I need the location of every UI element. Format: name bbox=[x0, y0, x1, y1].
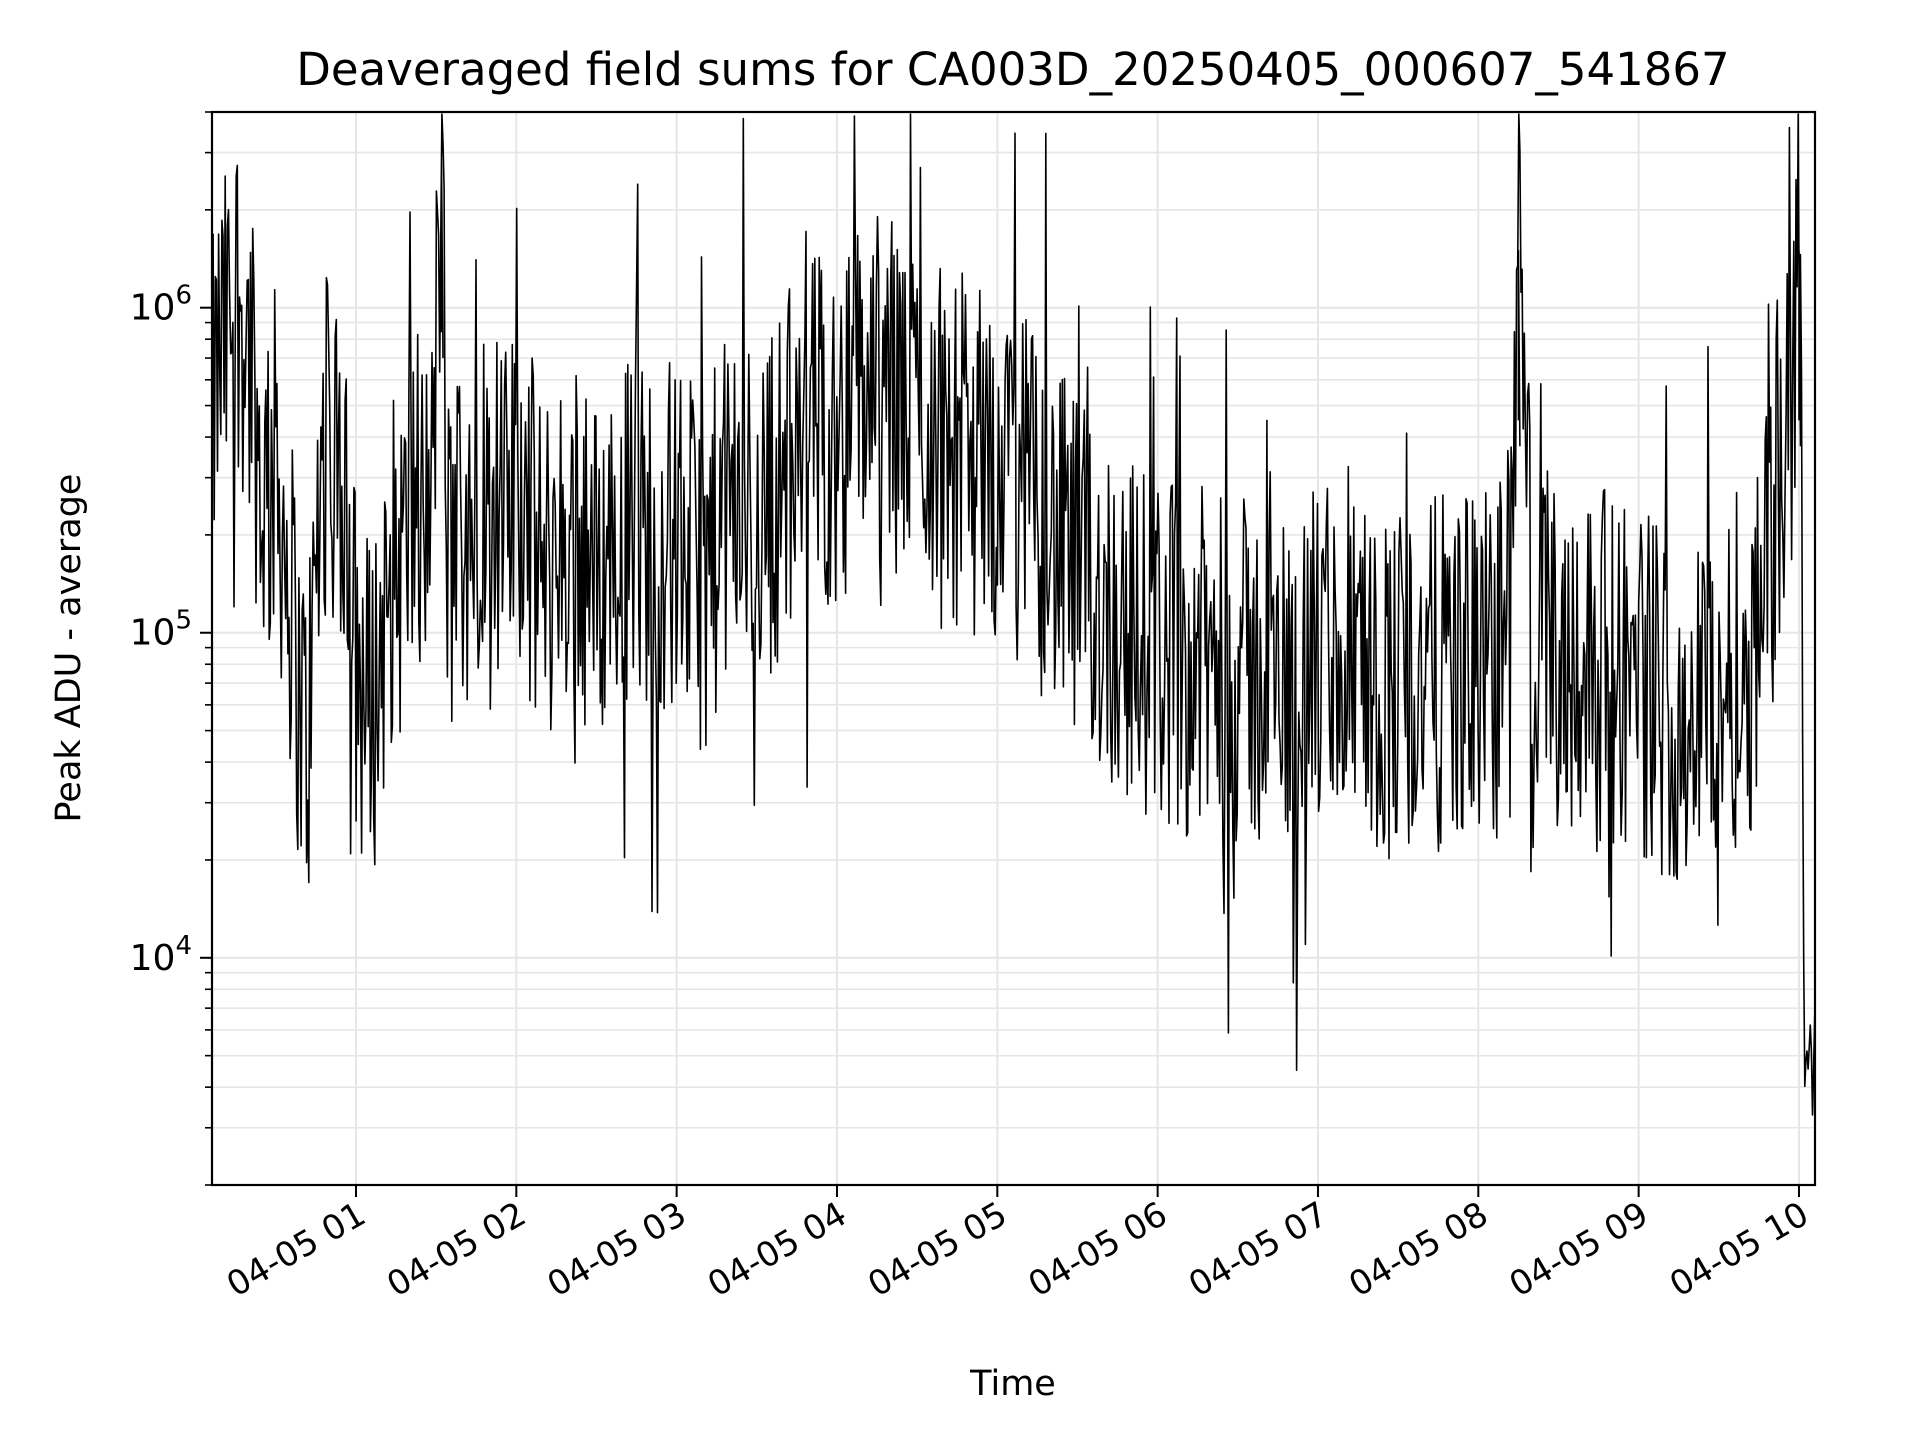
plot-frame bbox=[210, 110, 1817, 1187]
series-line bbox=[211, 113, 1816, 1116]
x-axis-label: Time bbox=[969, 1364, 1056, 1404]
y-tick-exponent: 5 bbox=[175, 606, 192, 636]
y-tick-label: 104 bbox=[130, 931, 192, 979]
y-axis-ticks: 104 105 106 bbox=[130, 111, 212, 1186]
y-tick-exponent: 6 bbox=[175, 281, 192, 311]
chart-title: Deaveraged field sums for CA003D_2025040… bbox=[296, 43, 1729, 96]
y-axis-label: Peak ADU - average bbox=[49, 474, 89, 823]
y-tick-label: 105 bbox=[130, 606, 192, 654]
y-tick-label: 106 bbox=[130, 281, 192, 329]
y-tick-exponent: 4 bbox=[175, 931, 192, 961]
